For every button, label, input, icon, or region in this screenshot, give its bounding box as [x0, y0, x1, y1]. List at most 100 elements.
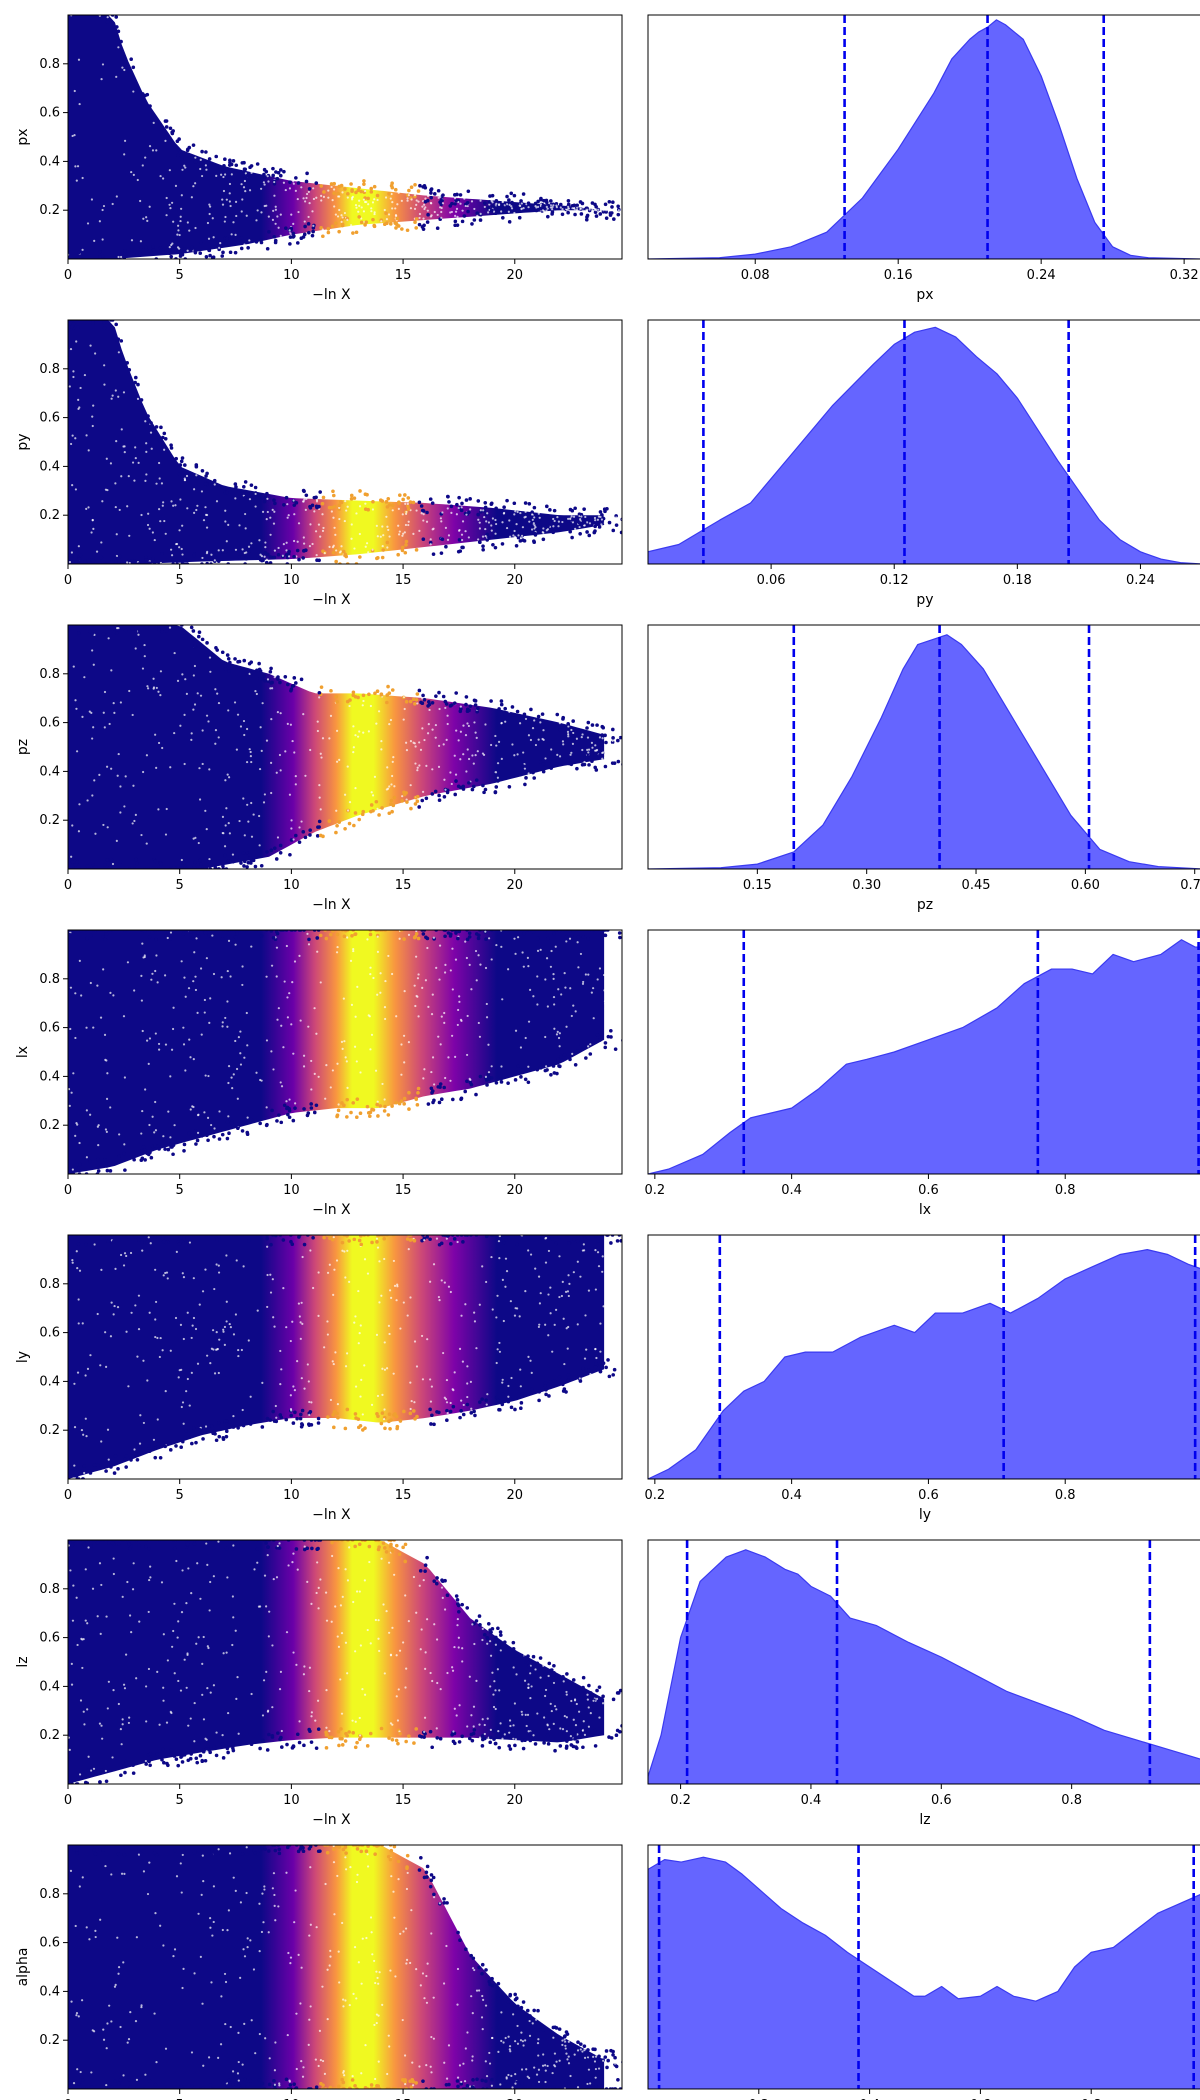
- sample-point: [278, 843, 283, 848]
- sample-point: [228, 660, 232, 665]
- sample-gap: [97, 1124, 100, 1127]
- sample-point: [607, 520, 612, 525]
- sample-gap: [111, 394, 114, 397]
- sample-gap: [557, 988, 560, 991]
- sample-gap: [409, 1296, 412, 1299]
- sample-gap: [603, 756, 607, 759]
- sample-gap: [413, 984, 416, 987]
- sample-gap: [219, 242, 222, 245]
- sample-point: [226, 656, 231, 661]
- sample-point: [603, 1041, 608, 1045]
- sample-gap: [545, 205, 548, 208]
- sample-gap: [170, 548, 173, 551]
- sample-point: [597, 1685, 602, 1689]
- sample-point: [288, 180, 292, 184]
- x-tick-label: 0: [64, 1488, 72, 1503]
- sample-point: [196, 1741, 201, 1746]
- sample-gap: [508, 535, 512, 538]
- sample-gap: [153, 538, 156, 542]
- sample-gap: [524, 510, 527, 513]
- sample-point: [171, 1152, 175, 1157]
- sample-gap: [131, 713, 134, 717]
- sample-gap: [206, 1687, 209, 1690]
- sample-gap: [72, 370, 75, 373]
- sample-gap: [631, 1706, 633, 1708]
- sample-point: [421, 693, 425, 698]
- sample-gap: [539, 1292, 542, 1295]
- sample-point: [460, 501, 464, 506]
- sample-gap: [266, 1710, 270, 1713]
- sample-gap: [352, 746, 355, 749]
- sample-gap: [457, 506, 460, 510]
- sample-point: [511, 1647, 516, 1651]
- sample-gap: [558, 755, 562, 758]
- sample-point: [581, 1685, 585, 1690]
- sample-gap: [113, 711, 116, 714]
- sample-gap: [340, 220, 343, 223]
- sample-gap: [190, 1592, 193, 1595]
- sample-gap: [230, 173, 233, 176]
- sample-gap: [117, 351, 120, 354]
- sample-gap: [429, 543, 432, 546]
- sample-point: [478, 1074, 483, 1079]
- sample-point: [552, 931, 556, 936]
- sample-gap: [206, 1354, 209, 1357]
- sample-point: [586, 1040, 591, 1044]
- posterior-density: [648, 634, 1200, 869]
- sample-gap: [602, 1305, 605, 1308]
- sample-gap: [632, 1312, 634, 1314]
- sample-gap: [279, 1081, 282, 1084]
- sample-gap: [344, 500, 347, 503]
- sample-gap: [429, 1671, 432, 1675]
- sample-point: [500, 1402, 505, 1407]
- sample-gap: [218, 246, 221, 249]
- sample-point: [536, 714, 541, 719]
- sample-point: [298, 1416, 303, 1421]
- sample-point: [416, 936, 421, 941]
- sample-gap: [365, 200, 368, 204]
- sample-point: [180, 157, 184, 161]
- sample-gap: [215, 174, 218, 178]
- sample-point: [476, 499, 481, 503]
- sample-gap: [334, 213, 337, 216]
- sample-gap: [190, 1371, 193, 1374]
- sample-point: [324, 936, 329, 941]
- sample-gap: [533, 719, 536, 722]
- sample-gap: [462, 724, 465, 727]
- sample-gap: [584, 1314, 587, 1317]
- sample-gap: [450, 782, 453, 786]
- sample-gap: [237, 1354, 240, 1358]
- sample-gap: [402, 696, 406, 699]
- sample-gap: [181, 524, 184, 527]
- sample-gap: [573, 1699, 577, 1702]
- sample-gap: [141, 164, 144, 167]
- sample-gap: [346, 765, 349, 768]
- sample-point: [509, 1405, 514, 1410]
- sample-gap: [604, 1007, 607, 1010]
- sample-gap: [460, 1314, 463, 1317]
- sample-gap: [144, 479, 147, 482]
- sample-gap: [237, 1036, 240, 1039]
- sample-gap: [119, 701, 122, 704]
- sample-point: [624, 1374, 628, 1378]
- sample-gap: [445, 738, 448, 741]
- sample-gap: [528, 520, 531, 523]
- sample-point: [345, 1115, 349, 1119]
- sample-point: [310, 1546, 314, 1551]
- sample-gap: [346, 1579, 350, 1582]
- sample-gap: [464, 204, 467, 208]
- sample-gap: [180, 1368, 183, 1371]
- sample-gap: [438, 744, 441, 747]
- sample-point: [618, 935, 622, 940]
- sample-gap: [566, 730, 570, 733]
- sample-point: [520, 1392, 524, 1397]
- sample-gap: [385, 218, 389, 221]
- sample-point: [363, 223, 367, 227]
- sample-point: [350, 188, 354, 192]
- sample-gap: [282, 542, 285, 546]
- sample-point: [609, 1241, 613, 1245]
- sample-point: [430, 700, 435, 705]
- sample-point: [368, 1731, 373, 1736]
- sample-gap: [591, 746, 594, 749]
- sample-point: [150, 930, 155, 935]
